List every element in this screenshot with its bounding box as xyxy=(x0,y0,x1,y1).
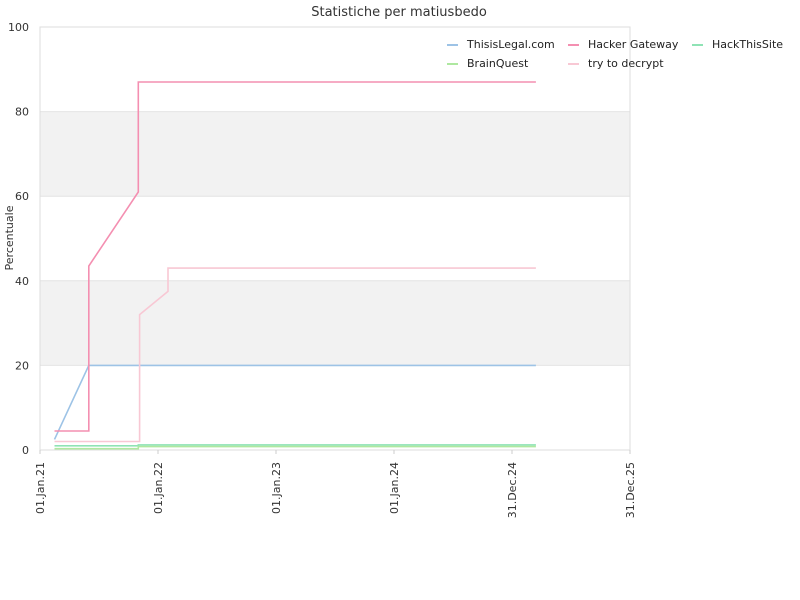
x-tick-label: 31.Dec.24 xyxy=(506,462,519,518)
series-lines xyxy=(53,81,536,450)
series-line xyxy=(54,267,536,443)
x-tick-label: 01.Jan.22 xyxy=(152,462,165,514)
legend-item: BrainQuest xyxy=(447,57,529,70)
y-axis-ticks: 0 20 40 60 80 100 xyxy=(8,21,29,457)
y-axis-title: Percentuale xyxy=(3,205,16,270)
x-tick-label: 01.Jan.23 xyxy=(270,462,283,514)
series-line xyxy=(54,444,536,447)
y-tick-label: 100 xyxy=(8,21,29,34)
series-line xyxy=(53,364,536,440)
y-tick-label: 0 xyxy=(22,444,29,457)
series-line xyxy=(54,445,536,450)
legend-label: BrainQuest xyxy=(467,57,529,70)
legend-label: try to decrypt xyxy=(588,57,664,70)
chart-title: Statistiche per matiusbedo xyxy=(311,5,487,20)
grid-band xyxy=(40,280,630,366)
legend-item: try to decrypt xyxy=(568,57,664,70)
legend-item: Hacker Gateway xyxy=(568,38,679,51)
gridlines xyxy=(40,26,630,451)
y-tick-label: 40 xyxy=(15,275,29,288)
grid-bands xyxy=(40,111,630,366)
legend-item: ThisisLegal.com xyxy=(447,38,555,51)
legend-label: ThisisLegal.com xyxy=(466,38,555,51)
y-tick-label: 80 xyxy=(15,106,29,119)
y-tick-label: 20 xyxy=(15,359,29,372)
x-tick-label: 31.Dec.25 xyxy=(624,462,637,518)
legend-item: HackThisSite xyxy=(692,38,783,51)
x-tick-label: 01.Jan.24 xyxy=(388,462,401,514)
series-line xyxy=(54,81,536,432)
x-axis-ticks: 01.Jan.21 01.Jan.22 01.Jan.23 01.Jan.24 31.D… xyxy=(34,450,637,518)
x-tick-label: 01.Jan.21 xyxy=(34,462,47,514)
legend-label: Hacker Gateway xyxy=(588,38,679,51)
y-tick-label: 60 xyxy=(15,190,29,203)
plot-frame xyxy=(39,26,631,451)
legend-label: HackThisSite xyxy=(712,38,783,51)
grid-band xyxy=(40,111,630,197)
legend: ThisisLegal.com Hacker Gateway HackThisSit… xyxy=(447,38,783,70)
